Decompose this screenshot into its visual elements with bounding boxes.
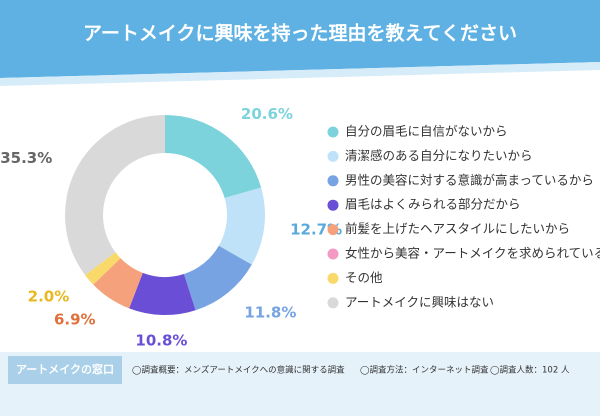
legend-label: 男性の美容に対する意識が高まっているから: [345, 172, 594, 187]
brand-box: [8, 356, 122, 384]
value-label: 2.0%: [28, 287, 70, 305]
value-label: 6.9%: [54, 311, 96, 329]
legend-marker: [327, 272, 339, 284]
slice: [93, 258, 143, 309]
legend-label: 自分の眉毛に自信がないから: [345, 124, 508, 139]
note: ◯調査概要：メンズアートメイクへの意識に関する調査: [132, 365, 345, 376]
legend-label: 清潔感のある自分になりたいから: [345, 148, 533, 163]
value-label: 20.6%: [241, 105, 293, 123]
value-label: 10.8%: [135, 331, 187, 349]
chart-title: アートメイクに興味を持った理由を教えてください: [83, 22, 517, 45]
legend-marker: [327, 150, 339, 162]
legend-label: 女性から美容・アートメイクを求められているから: [345, 246, 600, 261]
title-banner: [0, 0, 600, 78]
slice: [165, 115, 262, 198]
legend-label: アートメイクに興味はない: [345, 294, 494, 309]
legend-label: 眉毛はよくみられる部分だから: [345, 197, 521, 212]
legend-marker: [327, 175, 339, 187]
note: ◯調査方法：インターネット調査: [360, 365, 489, 376]
value-label: 11.8%: [244, 303, 296, 321]
value-label: 12.7%: [290, 221, 342, 239]
slice: [183, 245, 252, 311]
value-label: 35.3%: [0, 149, 52, 167]
slice: [129, 272, 196, 315]
legend-marker: [327, 126, 339, 138]
slice: [85, 252, 121, 285]
legend-marker: [327, 248, 339, 260]
legend-marker: [327, 224, 339, 236]
legend-label: その他: [345, 270, 383, 285]
legend-marker: [327, 297, 339, 309]
slice: [65, 115, 165, 276]
slice: [218, 187, 265, 265]
legend-label: 前髪を上げたヘアスタイルにしたいから: [345, 221, 570, 236]
brand: アートメイクの窓口: [16, 362, 114, 376]
banner-stripe: [0, 62, 600, 86]
note: ◯調査人数：102 人: [490, 365, 570, 376]
legend-marker: [327, 199, 339, 211]
